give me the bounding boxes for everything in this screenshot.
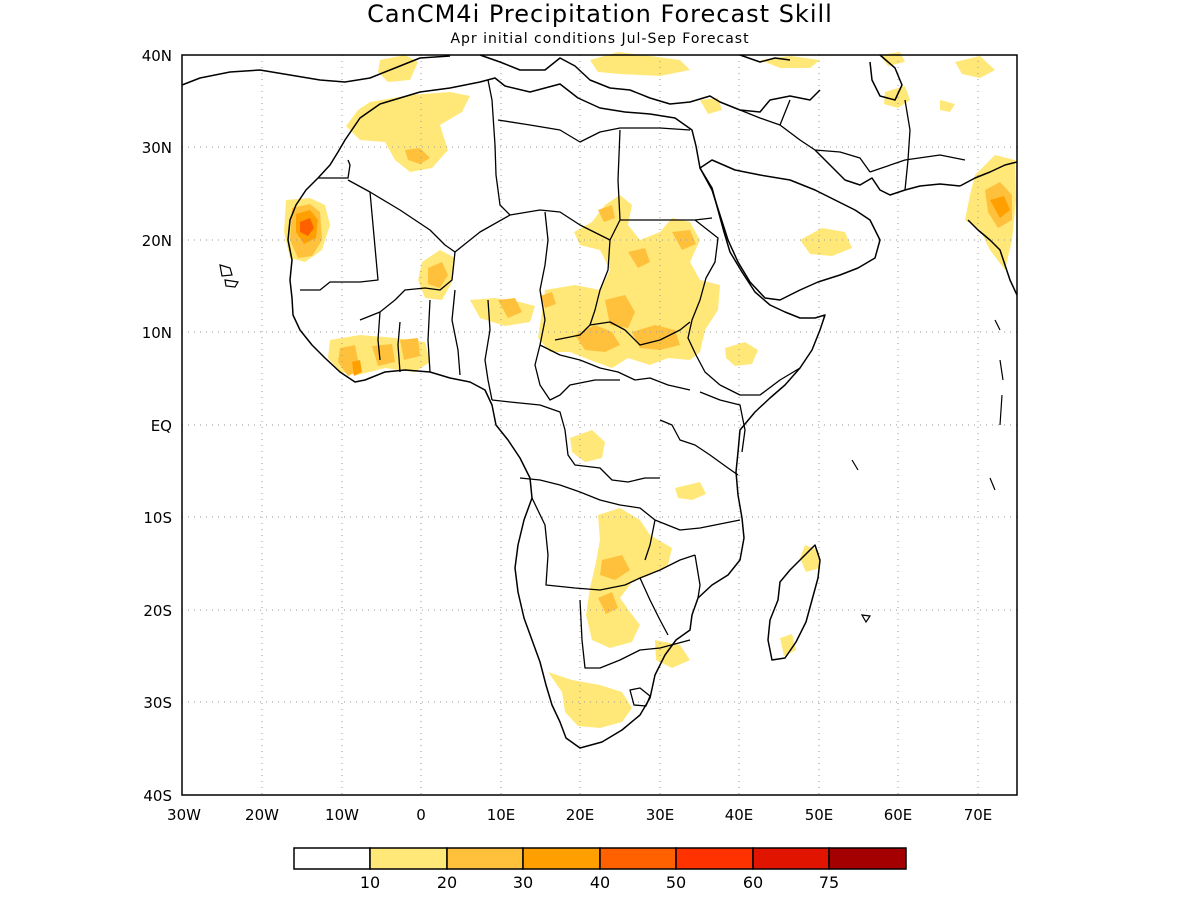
legend-swatch-4 [599, 847, 677, 870]
lat-label-20n: 20N [142, 232, 172, 250]
africa-coastline [287, 77, 826, 749]
skill-shading [284, 52, 1016, 728]
caspian-coastline [869, 54, 903, 101]
arabia-coastline [699, 159, 881, 301]
lon-label-40e: 40E [725, 806, 754, 824]
lat-label-30n: 30N [142, 139, 172, 157]
islands [219, 264, 1004, 624]
europe-coastline [479, 54, 821, 113]
black-sea-coastline [739, 54, 791, 63]
legend-swatch-0 [293, 847, 371, 870]
country-borders [300, 79, 966, 707]
legend-swatch-6 [752, 847, 830, 870]
legend-swatch-7 [828, 847, 907, 870]
lon-label-70e: 70E [964, 806, 993, 824]
lat-label-40s: 40S [143, 787, 172, 805]
arabia-gulf-coastline [814, 149, 961, 196]
legend-label-60: 60 [743, 873, 763, 892]
lon-label-10e: 10E [487, 806, 516, 824]
skill-level-1-regions [284, 52, 1016, 728]
lon-label-60e: 60E [884, 806, 913, 824]
legend-colorbar [293, 847, 907, 870]
lat-label-10s: 10S [143, 509, 172, 527]
legend-swatch-2 [446, 847, 524, 870]
legend-labels: 10 20 30 40 50 60 75 [360, 873, 839, 892]
india-coastline [959, 161, 1018, 296]
legend-label-30: 30 [513, 873, 533, 892]
coastlines [181, 54, 1018, 749]
lon-label-0: 0 [416, 806, 426, 824]
map-subtitle: Apr initial conditions Jul-Sep Forecast [450, 31, 749, 47]
latitude-labels: 40N 30N 20N 10N EQ 10S 20S 30S 40S [142, 47, 172, 805]
legend-swatch-1 [369, 847, 448, 870]
lon-label-20e: 20E [566, 806, 595, 824]
legend-label-10: 10 [360, 873, 380, 892]
skill-level-4-regions [300, 218, 314, 236]
lat-label-40n: 40N [142, 47, 172, 65]
legend-label-40: 40 [590, 873, 610, 892]
lat-label-10n: 10N [142, 324, 172, 342]
graticule [182, 55, 1017, 795]
lat-label-eq: EQ [151, 417, 172, 435]
lon-label-10w: 10W [325, 806, 359, 824]
legend-label-75: 75 [819, 873, 839, 892]
mediterranean-north-coastline [181, 55, 451, 86]
lon-label-50e: 50E [805, 806, 834, 824]
madagascar-coastline [767, 544, 821, 661]
legend-label-20: 20 [437, 873, 457, 892]
lon-label-20w: 20W [245, 806, 279, 824]
map-frame [181, 54, 1018, 796]
lat-label-30s: 30S [143, 694, 172, 712]
legend-label-50: 50 [666, 873, 686, 892]
legend-swatch-3 [522, 847, 601, 870]
skill-level-2-regions [290, 148, 1012, 614]
longitude-labels: 30W 20W 10W 0 10E 20E 30E 40E 50E 60E 70… [167, 806, 992, 824]
lon-label-30w: 30W [167, 806, 201, 824]
lat-label-20s: 20S [143, 602, 172, 620]
legend-swatch-5 [675, 847, 754, 870]
lon-label-30e: 30E [646, 806, 675, 824]
map-title: CanCM4i Precipitation Forecast Skill [367, 0, 833, 28]
